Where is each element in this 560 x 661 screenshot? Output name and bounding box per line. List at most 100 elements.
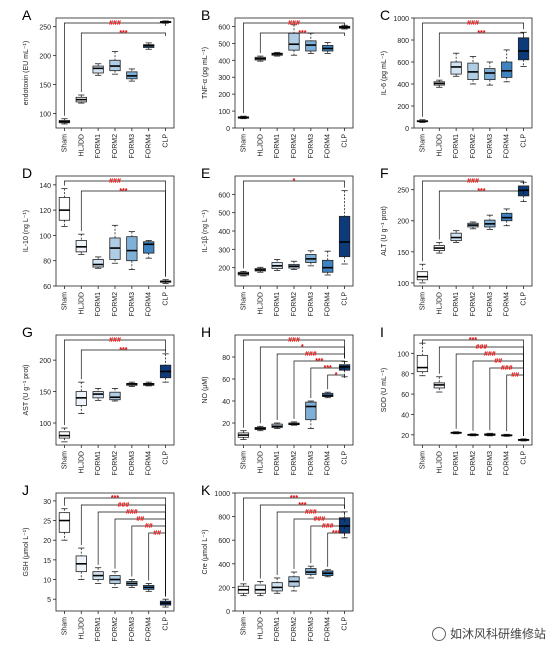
- x-tick-label: FORM4: [504, 134, 511, 159]
- significance-label: ##: [136, 516, 144, 523]
- x-tick-label: HLJDD: [257, 292, 264, 315]
- y-tick-label: 200: [218, 585, 230, 592]
- significance-bracket: [293, 518, 345, 570]
- y-tick-label: 140: [39, 183, 51, 190]
- y-tick-label: 400: [397, 82, 409, 89]
- x-tick-label: FORM1: [274, 617, 281, 642]
- x-tick-label: FORM4: [146, 134, 153, 159]
- x-tick-label: Sham: [419, 451, 426, 469]
- x-tick-label: CLP: [342, 134, 349, 148]
- y-tick-label: 600: [218, 538, 230, 545]
- significance-label: ###: [305, 351, 317, 358]
- x-tick-label: FORM1: [95, 134, 102, 159]
- significance-bracket: [243, 180, 345, 269]
- significance-bracket: [438, 32, 524, 78]
- panel-letter: G: [22, 324, 33, 340]
- x-tick-label: FORM1: [274, 451, 281, 476]
- significance-label: ***: [119, 347, 127, 354]
- y-tick-label: 600: [218, 24, 230, 31]
- x-tick-label: Sham: [61, 292, 68, 310]
- y-tick-label: 0: [226, 609, 230, 616]
- significance-label: ###: [313, 516, 325, 523]
- x-tick-label: FORM4: [146, 292, 153, 317]
- y-tick-label: 1000: [393, 16, 409, 23]
- box-form1: [92, 259, 104, 268]
- significance-label: ###: [322, 523, 334, 530]
- y-tick-label: 150: [39, 83, 51, 90]
- significance-bracket: [506, 374, 524, 436]
- y-tick-label: 80: [401, 372, 409, 379]
- panel-d: D 60 80 100 120 140 IL-10 (ng L⁻¹) Sham HLJDD FOR…: [22, 165, 175, 317]
- x-tick-label: Sham: [61, 451, 68, 469]
- significance-label: ***: [469, 337, 477, 344]
- box-sham: [416, 271, 429, 281]
- wechat-icon: [431, 626, 446, 641]
- x-tick-label: FORM4: [325, 451, 332, 476]
- y-axis-label: IL-1β (ng L⁻¹): [202, 210, 209, 252]
- x-tick-label: FORM2: [470, 451, 477, 476]
- x-tick-label: FORM3: [308, 617, 315, 642]
- y-tick-label: 800: [397, 38, 409, 45]
- x-tick-label: Sham: [240, 617, 247, 635]
- x-tick-label: FORM2: [291, 617, 298, 642]
- significance-label: ***: [119, 188, 127, 195]
- y-tick-label: 20: [222, 421, 230, 428]
- x-tick-label: Sham: [240, 134, 247, 152]
- y-tick-label: 600: [218, 192, 230, 199]
- x-tick-label: FORM3: [487, 292, 494, 317]
- significance-label: ##: [153, 530, 161, 537]
- y-tick-label: 80: [222, 355, 230, 362]
- box-clp: [517, 37, 530, 61]
- significance-bracket: [80, 32, 166, 92]
- y-tick-label: 40: [222, 399, 230, 406]
- y-tick-label: 250: [39, 25, 51, 32]
- significance-label: ###: [109, 20, 121, 27]
- x-tick-label: FORM4: [325, 617, 332, 642]
- significance-label: ***: [315, 358, 323, 365]
- significance-bracket: [310, 525, 345, 564]
- x-tick-label: HLJDD: [78, 292, 85, 315]
- significance-bracket: [422, 22, 524, 117]
- panel-a: A 100 150 200 250 endotoxin (EU mL⁻¹) Sham HLJD…: [22, 7, 175, 159]
- y-tick-label: 60: [222, 377, 230, 384]
- significance-bracket: [438, 190, 524, 240]
- y-axis-label: Cre (μmol L⁻¹): [202, 529, 209, 574]
- significance-label: ***: [477, 188, 485, 195]
- y-tick-label: 400: [218, 229, 230, 236]
- x-tick-label: FORM2: [291, 134, 298, 159]
- x-tick-label: FORM3: [308, 134, 315, 159]
- watermark-text: 如沐风科研维修站: [449, 627, 546, 641]
- y-tick-label: 20: [43, 538, 51, 545]
- x-tick-label: HLJDD: [78, 451, 85, 474]
- y-tick-label: 200: [39, 358, 51, 365]
- panel-letter: B: [201, 7, 210, 23]
- x-tick-label: FORM2: [291, 451, 298, 476]
- panel-i: I 20 40 60 80 100 SOD (U mL⁻¹) Sham HLJDD FORM1 FO…: [380, 324, 533, 476]
- significance-label: ***: [290, 495, 298, 502]
- significance-bracket: [148, 532, 166, 597]
- panel-h: H 20 40 60 80 NO (μM) Sham HLJDD FORM1 FORM2 FORM3…: [201, 324, 354, 476]
- box-form3: [484, 68, 496, 80]
- x-tick-label: Sham: [419, 292, 426, 310]
- x-tick-label: FORM4: [504, 451, 511, 476]
- significance-bracket: [422, 180, 524, 262]
- significance-label: ###: [467, 178, 479, 185]
- y-tick-label: 200: [397, 104, 409, 111]
- significance-label: ***: [298, 502, 306, 509]
- significance-label: ###: [476, 344, 488, 351]
- y-axis-label: AST (U g⁻¹ prot): [23, 364, 30, 415]
- significance-bracket: [327, 532, 345, 567]
- significance-label: ***: [298, 30, 306, 37]
- y-tick-label: 100: [39, 112, 51, 119]
- significance-bracket: [276, 353, 345, 420]
- x-tick-label: FORM1: [274, 134, 281, 159]
- x-tick-label: HLJDD: [436, 292, 443, 315]
- panel-letter: E: [201, 165, 210, 181]
- significance-label: ***: [119, 30, 127, 37]
- significance-label: ###: [288, 20, 300, 27]
- y-tick-label: 30: [43, 499, 51, 506]
- significance-bracket: [259, 346, 345, 424]
- significance-label: ###: [109, 337, 121, 344]
- x-tick-label: FORM4: [325, 292, 332, 317]
